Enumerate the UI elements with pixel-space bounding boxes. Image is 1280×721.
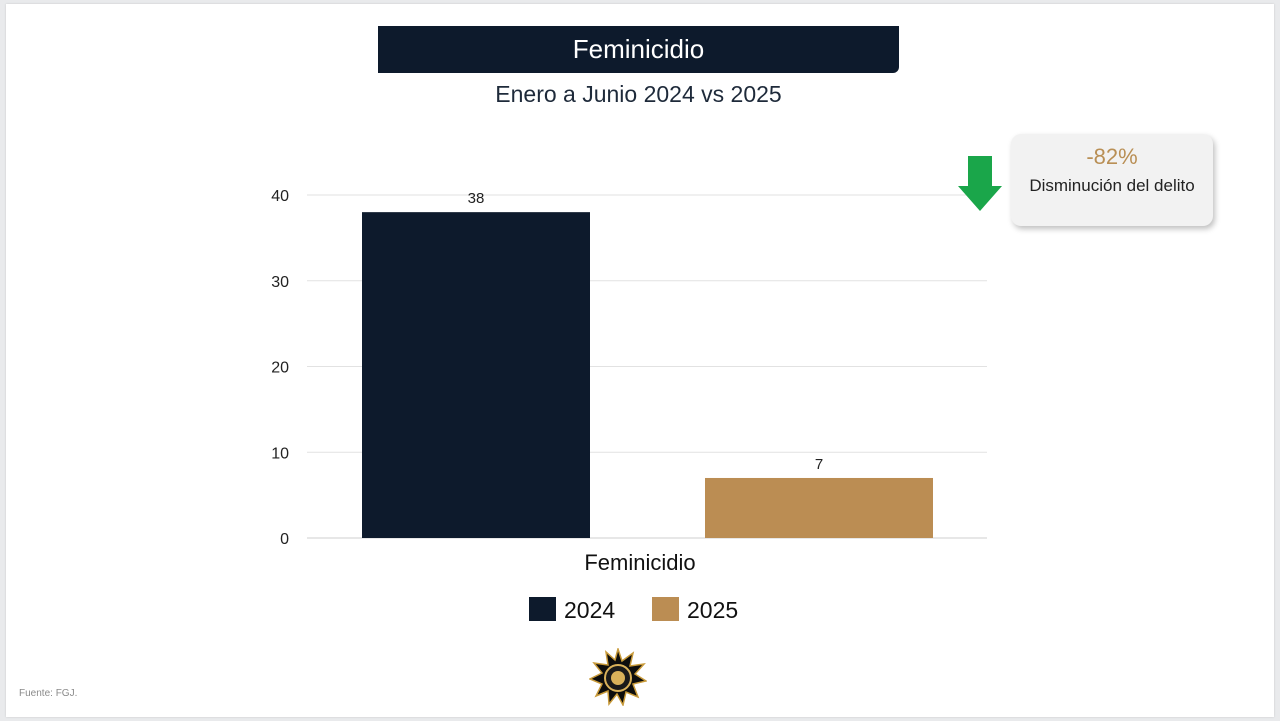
y-tick-label: 10: [271, 445, 289, 462]
y-tick-label: 30: [271, 274, 289, 291]
data-label: 7: [815, 456, 823, 473]
arrow-down-icon: [958, 156, 1002, 211]
chart-subtitle: Enero a Junio 2024 vs 2025: [495, 81, 782, 107]
y-tick-label: 20: [271, 360, 289, 377]
data-label: 38: [468, 190, 485, 207]
slide: Feminicidio Enero a Junio 2024 vs 2025: [6, 4, 1274, 717]
legend-label-2024: 2024: [564, 597, 615, 623]
change-description: Disminución del delito: [1029, 176, 1195, 195]
bar-2025: [705, 477, 933, 538]
legend-label-2025: 2025: [687, 597, 738, 623]
legend-swatch-2024: [529, 597, 556, 621]
change-callout: -82% Disminución del delito: [1011, 134, 1213, 226]
agency-seal-icon: [589, 648, 647, 706]
bar-2024: [362, 212, 590, 538]
change-value: -82%: [1086, 144, 1138, 169]
legend-swatch-2025: [652, 597, 679, 621]
y-tick-label: 40: [271, 188, 289, 205]
y-tick-label: 0: [280, 531, 289, 548]
x-category-label: Feminicidio: [584, 550, 695, 575]
chart-title: Feminicidio: [378, 26, 899, 73]
source-note: Fuente: FGJ.: [19, 688, 78, 699]
